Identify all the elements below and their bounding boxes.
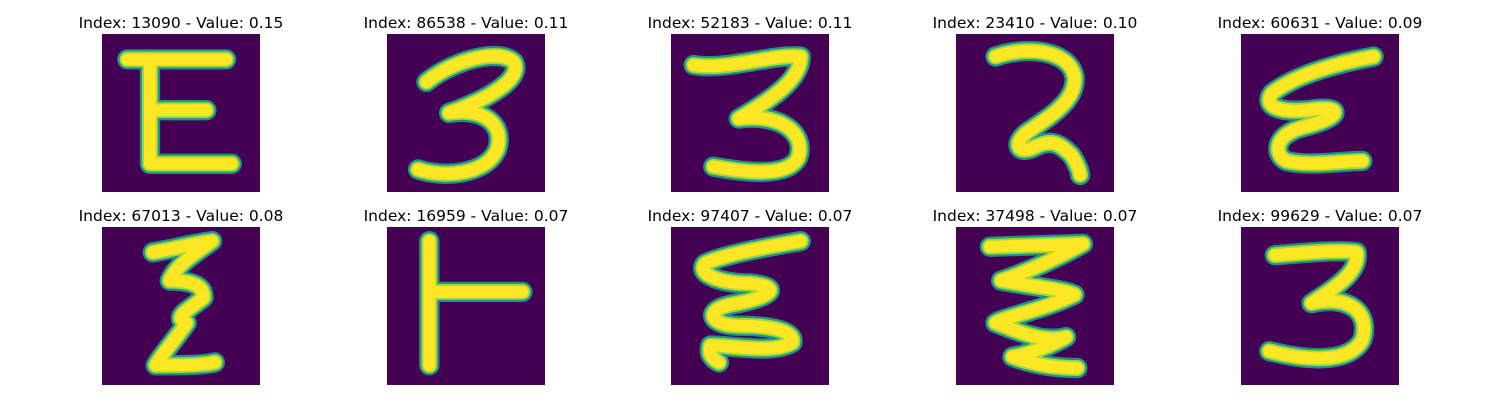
digit-stroke	[687, 50, 807, 178]
digit-image	[671, 34, 829, 192]
digit-image	[671, 227, 829, 385]
digit-image	[956, 34, 1114, 192]
sample-panel-7: Index: 16959 - Value: 0.07	[364, 206, 568, 385]
digit-image	[1241, 227, 1399, 385]
sample-panel-4: Index: 23410 - Value: 0.10	[933, 13, 1137, 192]
panel-title: Index: 97407 - Value: 0.07	[647, 207, 853, 225]
panel-title: Index: 60631 - Value: 0.09	[1217, 14, 1423, 32]
digit-stroke	[1263, 245, 1370, 365]
sample-panel-10: Index: 99629 - Value: 0.07	[1218, 206, 1422, 385]
panel-title: Index: 99629 - Value: 0.07	[1217, 207, 1423, 225]
digit-image	[387, 227, 545, 385]
sample-panel-5: Index: 60631 - Value: 0.09	[1218, 13, 1422, 192]
sample-panel-3: Index: 52183 - Value: 0.11	[648, 13, 852, 192]
sample-panel-1: Index: 13090 - Value: 0.15	[79, 13, 283, 192]
sample-panel-9: Index: 37498 - Value: 0.07	[933, 206, 1137, 385]
digit-image	[1241, 34, 1399, 192]
panel-title: Index: 86538 - Value: 0.11	[363, 14, 569, 32]
panel-title: Index: 67013 - Value: 0.08	[78, 207, 284, 225]
digit-image	[102, 34, 260, 192]
panel-title: Index: 13090 - Value: 0.15	[78, 14, 284, 32]
digit-stroke	[989, 45, 1087, 181]
digit-stroke	[1263, 50, 1380, 170]
panel-title: Index: 52183 - Value: 0.11	[647, 14, 853, 32]
digit-stroke	[412, 50, 522, 180]
panel-title: Index: 16959 - Value: 0.07	[363, 207, 569, 225]
sample-panel-2: Index: 86538 - Value: 0.11	[364, 13, 568, 192]
digit-image	[387, 34, 545, 192]
panel-title: Index: 37498 - Value: 0.07	[932, 207, 1138, 225]
digit-stroke	[983, 238, 1089, 374]
digit-image	[956, 227, 1114, 385]
sample-panel-8: Index: 97407 - Value: 0.07	[648, 206, 852, 385]
sample-panel-6: Index: 67013 - Value: 0.08	[79, 206, 283, 385]
panel-title: Index: 23410 - Value: 0.10	[932, 14, 1138, 32]
digit-stroke	[697, 235, 807, 369]
digit-image	[102, 227, 260, 385]
digit-stroke	[146, 235, 221, 372]
